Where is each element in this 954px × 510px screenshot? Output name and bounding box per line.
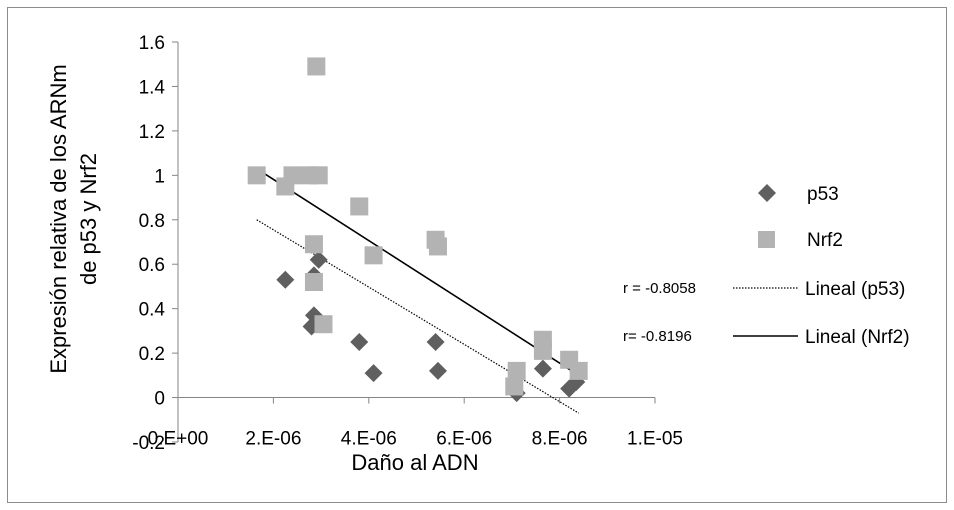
y-tick-label: -0.2: [132, 433, 165, 454]
y-tick-label: 1: [154, 166, 165, 187]
trendlines: [256, 167, 580, 414]
y-tick-label: 0: [154, 389, 165, 410]
legend-label-p53: p53: [807, 184, 839, 205]
point-nrf2: [533, 341, 552, 360]
point-nrf2: [364, 246, 383, 265]
data-points: [247, 57, 588, 403]
trendline-lineal-p53: [256, 219, 579, 414]
x-axis-title: Daño al ADN: [351, 450, 478, 475]
axes: [172, 41, 656, 443]
legend-item-lineal-p53: r = -0.8058 Lineal (p53): [623, 279, 905, 300]
y-axis-title-line-1: Expresión relativa de los ARNm: [46, 64, 71, 373]
point-nrf2: [350, 197, 369, 216]
point-p53: [428, 361, 447, 380]
point-p53: [364, 364, 383, 383]
legend-item-lineal-nrf2: r= -0.8196 Lineal (Nrf2): [623, 327, 910, 348]
y-axis-title-line-2: de p53 y Nrf2: [76, 153, 101, 285]
x-tick-label: 4.E-06: [341, 429, 397, 450]
y-axis-title: Expresión relativa de los ARNm de p53 y …: [46, 64, 101, 373]
legend-label-nrf2: Nrf2: [807, 230, 843, 251]
point-nrf2: [505, 377, 524, 396]
point-p53: [426, 333, 445, 351]
legend: p53 Nrf2 r = -0.8058 Lineal (p53) r= -0.…: [623, 184, 910, 348]
y-tick-label: 0.8: [139, 211, 165, 232]
y-tick-label: 1.6: [139, 33, 165, 54]
x-tick-label: 2.E-06: [245, 429, 301, 450]
y-tick-label: 0.2: [139, 344, 165, 365]
legend-item-p53: p53: [758, 184, 839, 205]
point-nrf2: [428, 237, 447, 256]
annotation-r-nrf2: r= -0.8196: [623, 328, 692, 345]
point-p53: [276, 270, 295, 289]
y-tick-label: 1.4: [139, 77, 166, 98]
chart-frame: [7, 7, 947, 503]
point-nrf2: [304, 235, 323, 254]
x-tick-label: 1.E-05: [627, 429, 683, 450]
point-nrf2: [304, 273, 323, 291]
trendline-lineal-nrf2: [256, 167, 580, 377]
point-nrf2: [307, 57, 326, 76]
legend-marker-p53: [758, 184, 776, 202]
point-nrf2: [314, 315, 333, 334]
legend-item-nrf2: Nrf2: [758, 230, 843, 251]
legend-marker-nrf2: [758, 231, 775, 248]
x-tick-label: 0.E+00: [148, 429, 209, 450]
point-p53: [350, 333, 369, 351]
y-tick-label: 0.6: [139, 255, 165, 276]
x-tick-label: 8.E-06: [532, 429, 588, 450]
y-tick-label: 0.4: [139, 300, 166, 321]
point-nrf2: [569, 361, 588, 380]
y-tick-label: 1.2: [139, 122, 165, 143]
x-tick-label: 6.E-06: [436, 429, 492, 450]
legend-label-lineal-p53: Lineal (p53): [805, 279, 905, 300]
annotation-r-p53: r = -0.8058: [623, 280, 696, 297]
point-p53: [309, 250, 328, 269]
point-nrf2: [247, 166, 266, 185]
point-nrf2: [283, 166, 302, 185]
tick-labels: -0.2 0 0.2 0.4 0.6 0.8 1 1.2 1.4 1.6 0.E+00 2.E-06 4…: [132, 33, 683, 454]
point-nrf2: [507, 361, 526, 380]
legend-label-lineal-nrf2: Lineal (Nrf2): [805, 327, 910, 348]
point-p53: [533, 359, 552, 378]
point-nrf2: [309, 166, 328, 185]
